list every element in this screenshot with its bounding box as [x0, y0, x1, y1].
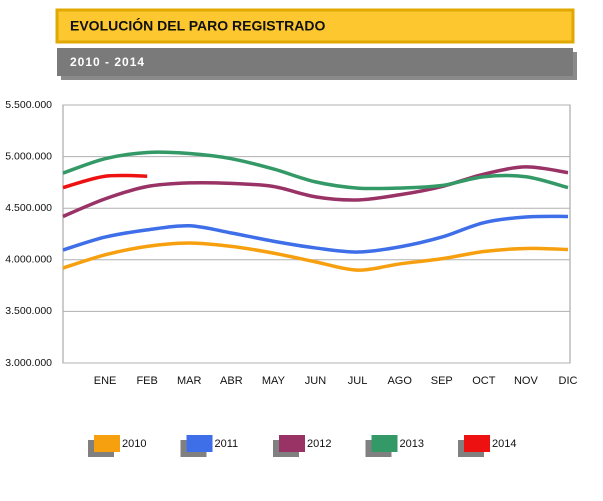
x-tick-label: NOV: [514, 375, 539, 387]
y-tick-label: 4.500.000: [5, 202, 52, 214]
x-tick-label: ENE: [94, 375, 117, 387]
x-tick-label: ABR: [220, 375, 243, 387]
legend-label: 2013: [400, 438, 424, 450]
y-tick-label: 5.500.000: [5, 99, 52, 111]
legend-swatch: [464, 435, 490, 452]
chart-subtitle: 2010 - 2014: [70, 55, 145, 69]
x-tick-label: FEB: [136, 375, 157, 387]
line-series: [62, 173, 148, 190]
x-tick-label: SEP: [431, 375, 453, 387]
y-tick-label: 4.000.000: [5, 254, 52, 266]
legend-swatch: [94, 435, 120, 452]
x-tick-label: JUN: [305, 375, 326, 387]
subtitle-bar: [57, 48, 573, 76]
legend-label: 2014: [492, 438, 516, 450]
x-tick-label: MAR: [177, 375, 202, 387]
y-tick-label: 3.500.000: [5, 305, 52, 317]
x-tick-label: DIC: [559, 375, 578, 387]
line-series: [62, 241, 569, 272]
line-series: [62, 165, 569, 219]
legend-swatch: [371, 435, 398, 452]
legend-label: 2011: [215, 438, 239, 450]
x-tick-label: AGO: [387, 375, 412, 387]
title-bar: [55, 8, 575, 44]
x-tick-label: OCT: [472, 375, 496, 387]
legend-swatch: [279, 435, 305, 452]
line-series: [62, 214, 569, 254]
plot-area: [62, 104, 571, 364]
chart-title: EVOLUCIÓN DEL PARO REGISTRADO: [70, 17, 326, 34]
x-tick-label: JUL: [348, 375, 368, 387]
legend-label: 2010: [122, 438, 146, 450]
legend-swatch: [186, 435, 213, 452]
x-tick-label: MAY: [262, 375, 286, 387]
line-series: [62, 150, 569, 191]
y-tick-label: 5.000.000: [5, 150, 52, 162]
legend-label: 2012: [307, 438, 331, 450]
y-tick-label: 3.000.000: [5, 357, 52, 369]
